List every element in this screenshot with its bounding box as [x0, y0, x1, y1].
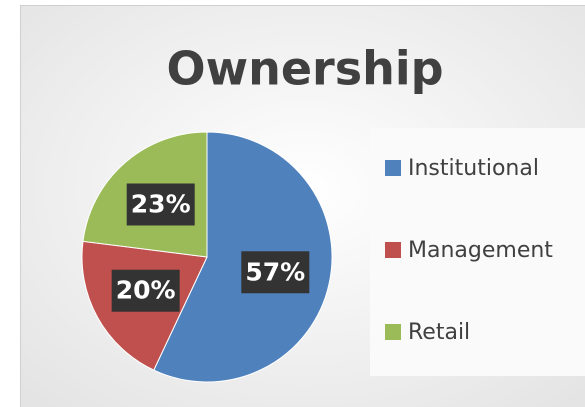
legend-swatch	[385, 324, 401, 340]
chart-title: Ownership	[166, 42, 443, 96]
data-label: 20%	[116, 276, 176, 305]
data-label-box	[111, 269, 180, 312]
legend-label: Management	[408, 238, 553, 263]
data-labels: 57% 20% 23%	[111, 183, 310, 312]
data-label: 23%	[131, 189, 191, 218]
legend-label: Institutional	[408, 156, 539, 181]
legend-swatch	[385, 160, 401, 176]
data-label: 57%	[245, 257, 305, 286]
data-label-box	[126, 183, 195, 226]
data-label-box	[241, 251, 310, 294]
legend-box	[370, 128, 585, 376]
legend-label: Retail	[408, 320, 470, 345]
legend: Institutional Management Retail	[385, 156, 553, 345]
legend-swatch	[385, 242, 401, 258]
